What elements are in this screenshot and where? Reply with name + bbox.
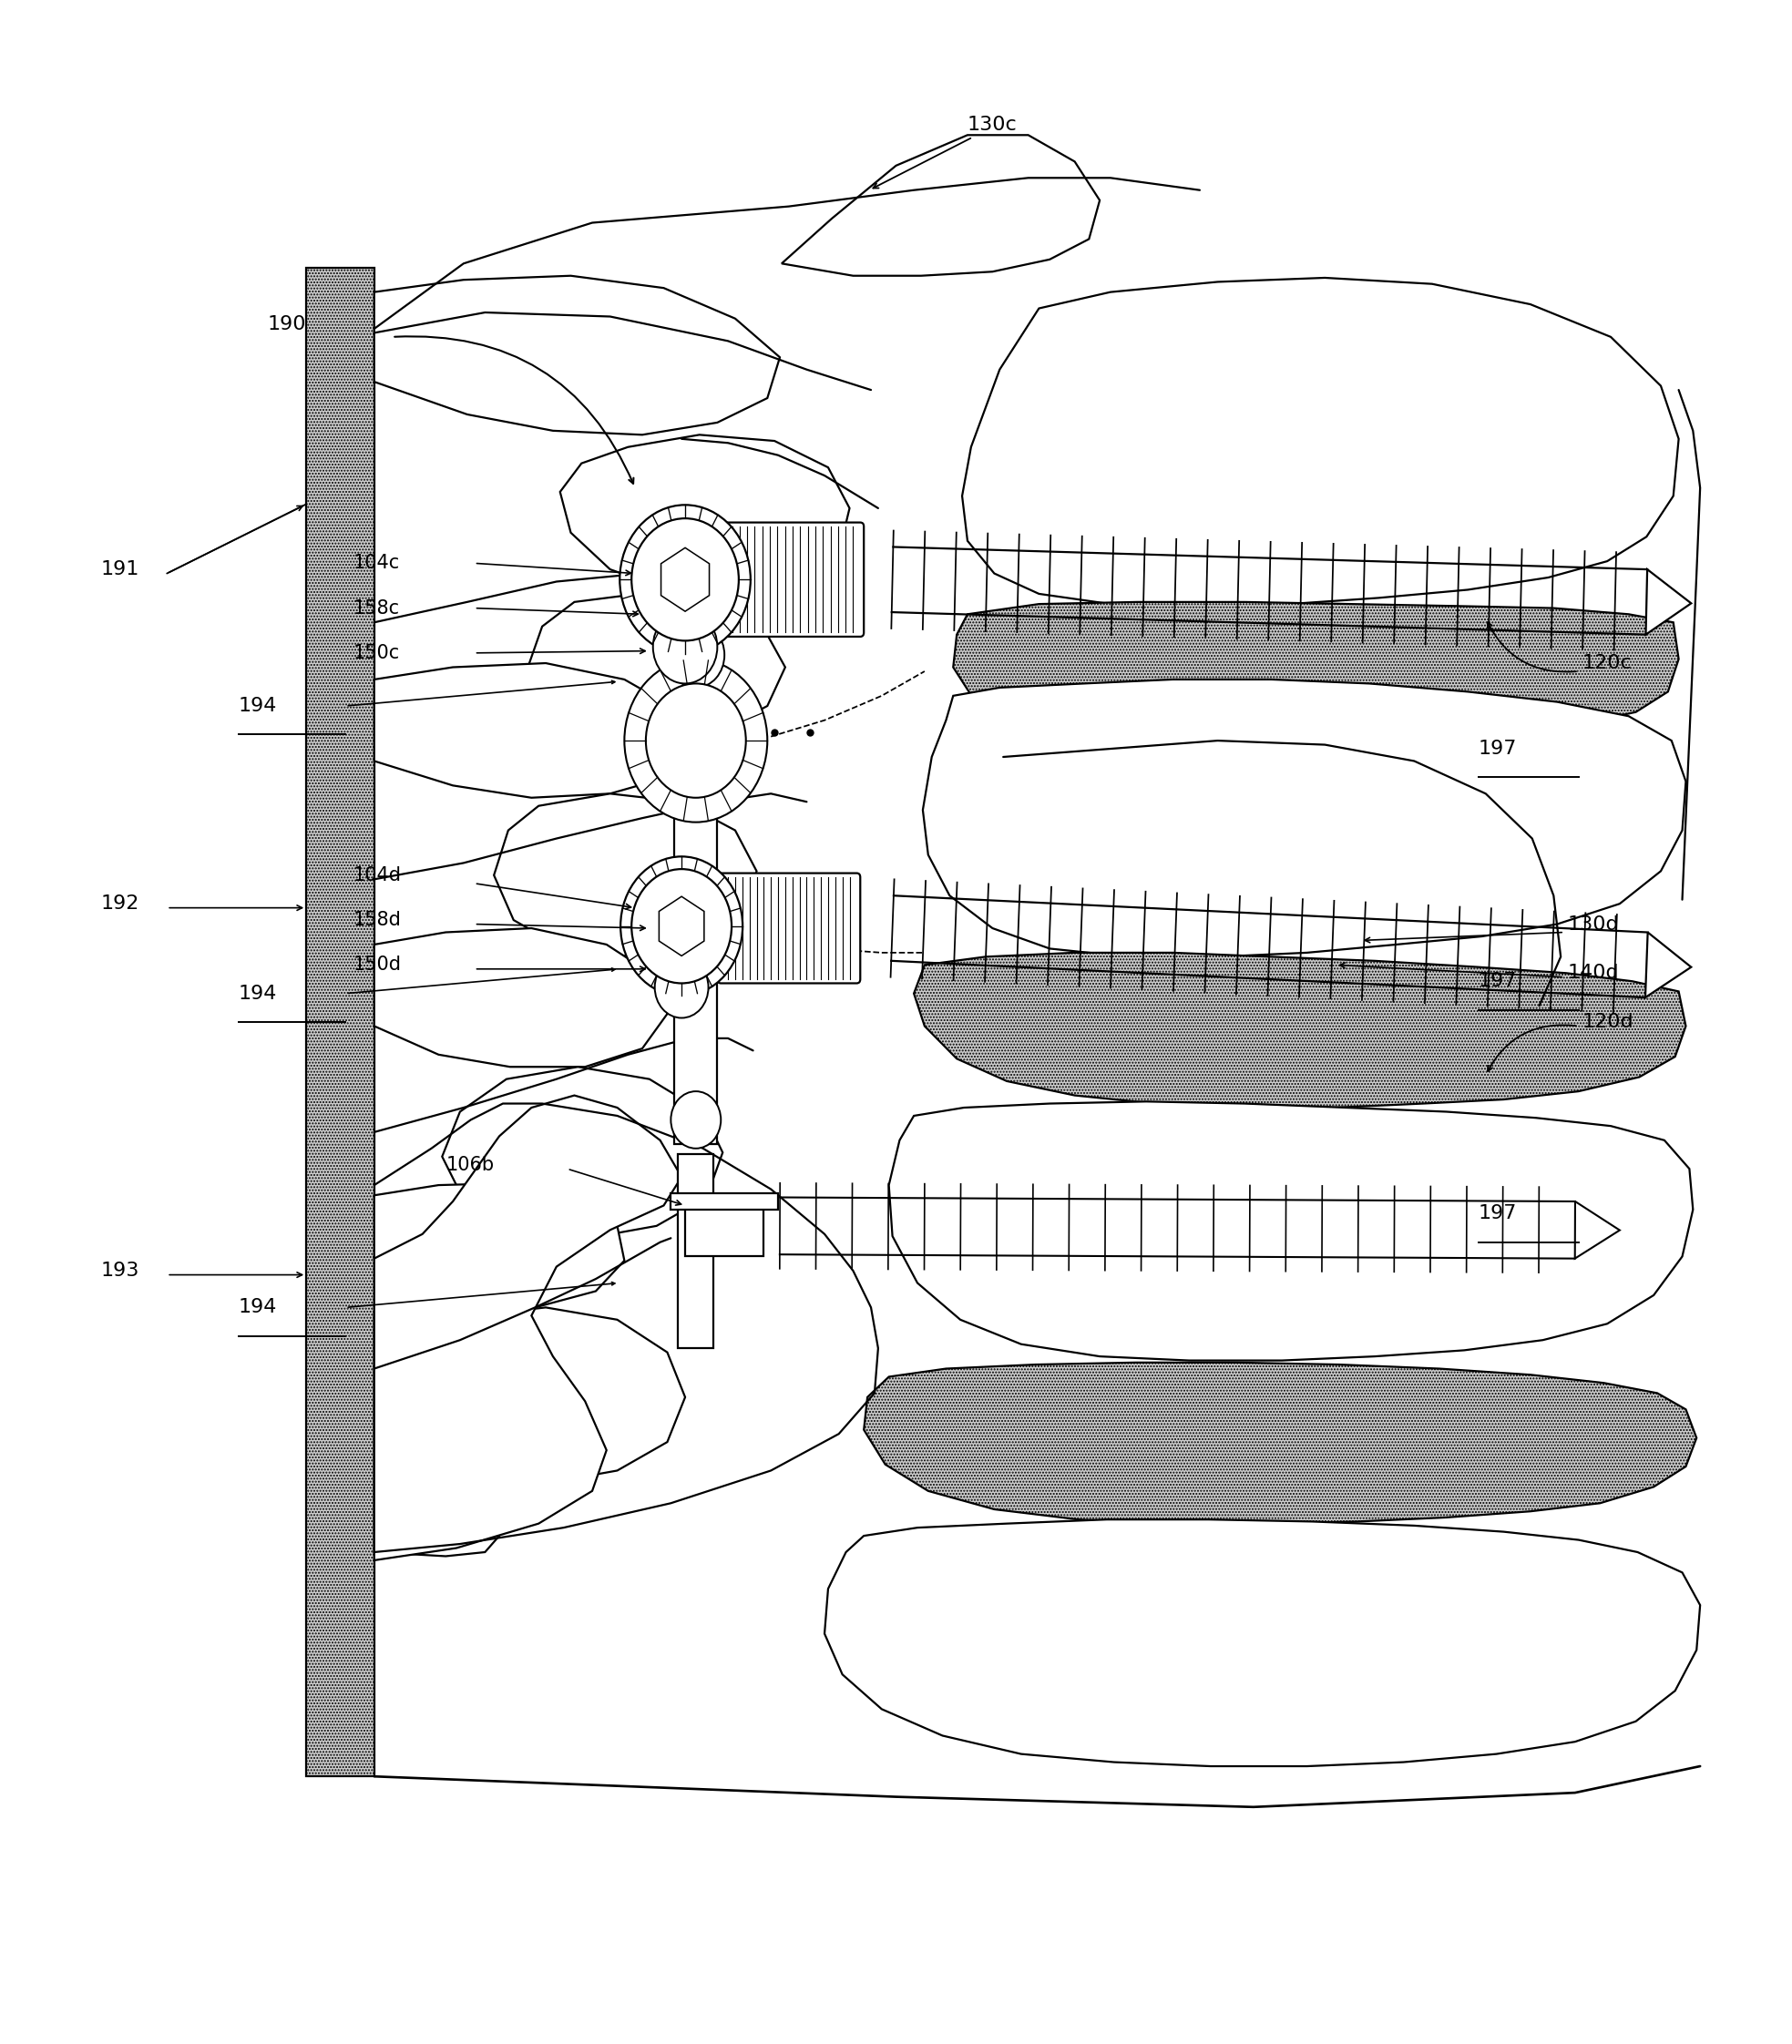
FancyBboxPatch shape [717, 873, 860, 983]
Text: 130d: 130d [1568, 916, 1620, 934]
Text: 194: 194 [238, 697, 278, 715]
Bar [674, 654, 717, 1145]
Circle shape [620, 505, 751, 654]
Polygon shape [824, 1519, 1701, 1766]
Text: 194: 194 [238, 985, 278, 1002]
Polygon shape [661, 548, 710, 611]
Circle shape [654, 957, 708, 1018]
Polygon shape [864, 1363, 1697, 1523]
Circle shape [652, 611, 717, 683]
Circle shape [631, 519, 738, 640]
Polygon shape [914, 953, 1686, 1108]
Text: 120c: 120c [1582, 654, 1633, 672]
Polygon shape [659, 897, 704, 957]
Polygon shape [495, 793, 756, 957]
FancyArrowPatch shape [1487, 1024, 1577, 1071]
FancyArrowPatch shape [1487, 621, 1577, 672]
Text: 194: 194 [238, 1298, 278, 1316]
Text: 197: 197 [1478, 740, 1518, 758]
Polygon shape [443, 1067, 722, 1239]
Polygon shape [953, 603, 1679, 740]
Polygon shape [962, 278, 1679, 607]
Text: 192: 192 [100, 895, 140, 914]
Text: 106b: 106b [446, 1155, 495, 1173]
Polygon shape [375, 1183, 624, 1308]
Text: 130c: 130c [968, 117, 1018, 135]
Text: 140d: 140d [1568, 965, 1620, 983]
Text: 104d: 104d [353, 867, 401, 885]
Polygon shape [1645, 932, 1692, 997]
Text: 104c: 104c [353, 554, 400, 572]
Text: 150d: 150d [353, 957, 401, 975]
Circle shape [667, 621, 724, 687]
Polygon shape [306, 268, 375, 1776]
Polygon shape [375, 662, 692, 797]
Text: 150c: 150c [353, 644, 400, 662]
Polygon shape [375, 1308, 507, 1555]
Text: 197: 197 [1478, 1204, 1518, 1222]
Polygon shape [375, 276, 780, 435]
Polygon shape [1645, 570, 1692, 634]
Text: 193: 193 [100, 1261, 140, 1280]
FancyArrowPatch shape [394, 337, 634, 484]
Bar [685, 1196, 763, 1257]
Text: 197: 197 [1478, 973, 1518, 991]
Polygon shape [410, 1308, 685, 1482]
Circle shape [631, 869, 731, 983]
Circle shape [645, 683, 745, 797]
Text: 190: 190 [267, 315, 306, 333]
Polygon shape [670, 1194, 778, 1210]
Bar [677, 1155, 713, 1349]
Text: 120d: 120d [1582, 1014, 1634, 1030]
Polygon shape [781, 135, 1100, 276]
Polygon shape [1575, 1202, 1620, 1259]
Polygon shape [529, 595, 785, 740]
FancyBboxPatch shape [713, 523, 864, 636]
Text: 158c: 158c [353, 599, 400, 617]
Circle shape [670, 1091, 720, 1149]
Text: 191: 191 [100, 560, 140, 578]
Polygon shape [561, 435, 849, 595]
Circle shape [620, 856, 742, 995]
Text: 158d: 158d [353, 912, 401, 930]
Polygon shape [889, 1102, 1693, 1361]
Polygon shape [375, 1096, 681, 1560]
Polygon shape [375, 928, 667, 1067]
Polygon shape [923, 679, 1686, 957]
Circle shape [624, 658, 767, 822]
